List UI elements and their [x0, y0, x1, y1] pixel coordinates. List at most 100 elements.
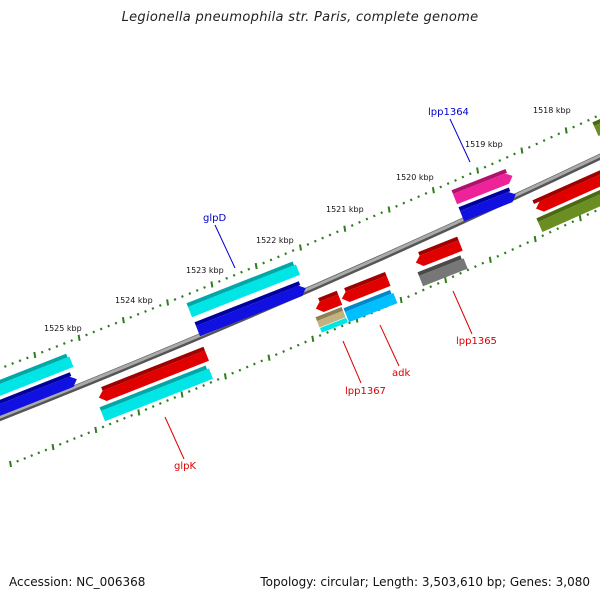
gene-label-glpk[interactable]: glpK [174, 461, 196, 472]
scale-label: 1518 kbp [533, 106, 571, 115]
minor-tick [238, 368, 242, 372]
minor-tick [70, 339, 74, 343]
gene-feature[interactable] [532, 167, 600, 214]
minor-tick [474, 265, 477, 269]
minor-tick [527, 145, 531, 149]
minor-tick [114, 321, 118, 325]
major-tick [311, 335, 315, 342]
minor-tick [181, 295, 184, 298]
gene-label-glpd[interactable]: glpD [203, 213, 226, 224]
gene-feature[interactable] [194, 280, 308, 337]
minor-tick [407, 295, 410, 299]
gene-label-lpp1364[interactable]: lpp1364 [428, 107, 469, 118]
major-tick [210, 281, 214, 288]
scale-label: 1524 kbp [115, 296, 153, 305]
gene-feature[interactable] [99, 365, 213, 422]
minor-tick [26, 356, 29, 360]
gene-label-adk[interactable]: adk [392, 368, 410, 379]
minor-tick [195, 288, 199, 292]
gene-label-lpp1367[interactable]: lpp1367 [345, 386, 386, 397]
minor-tick [173, 396, 177, 399]
minor-tick [80, 434, 83, 438]
minor-tick [130, 413, 133, 417]
minor-tick [65, 440, 69, 443]
minor-tick [461, 175, 465, 179]
minor-tick [217, 279, 221, 283]
minor-tick [187, 390, 191, 393]
gene-feature[interactable] [451, 168, 515, 205]
genome-backbone-highlight [0, 154, 600, 419]
gene-labels: lpp1364 glpD lpp1365 adk lpp1367 glpK [174, 107, 497, 472]
minor-tick [466, 268, 470, 272]
minor-tick [526, 241, 530, 245]
minor-tick [350, 224, 354, 227]
minor-tick [203, 285, 206, 289]
gene-feature[interactable] [536, 185, 600, 233]
minor-tick [225, 276, 229, 280]
map-title: Legionella pneumophila str. Paris, compl… [121, 10, 479, 25]
minor-tick [358, 220, 361, 224]
minor-tick [318, 334, 322, 338]
leader-line [164, 416, 185, 460]
minor-tick [99, 327, 103, 331]
leader-line [452, 290, 473, 335]
scale-label: 1525 kbp [44, 324, 82, 333]
minor-tick [173, 298, 177, 301]
minor-tick [496, 254, 500, 258]
gene-feature[interactable] [186, 261, 300, 318]
gene-feature[interactable] [417, 255, 468, 287]
minor-tick [439, 185, 443, 189]
minor-tick [151, 405, 155, 408]
minor-tick [503, 251, 507, 255]
gene-feature[interactable] [0, 353, 74, 397]
minor-tick [483, 165, 487, 169]
major-tick [564, 127, 568, 134]
minor-tick [44, 448, 48, 452]
gene-feature[interactable] [320, 317, 348, 333]
minor-tick [253, 362, 256, 366]
gene-feature[interactable] [313, 290, 343, 314]
minor-tick [58, 442, 62, 446]
minor-tick [481, 261, 485, 265]
minor-tick [296, 343, 300, 347]
major-tick [476, 167, 480, 174]
major-tick [121, 317, 125, 324]
major-tick [267, 354, 271, 361]
minor-tick [594, 115, 598, 119]
minor-tick [151, 306, 155, 310]
leader-line [214, 224, 236, 269]
gene-feature[interactable] [413, 236, 463, 269]
minor-tick [87, 431, 91, 435]
minor-tick [166, 399, 169, 402]
minor-tick [247, 267, 251, 271]
minor-tick [245, 365, 249, 369]
minor-tick [202, 384, 205, 387]
minor-tick [115, 419, 119, 423]
major-tick [343, 225, 347, 232]
minor-tick [380, 211, 384, 215]
major-tick [180, 391, 184, 398]
minor-tick [16, 459, 19, 463]
gene-feature[interactable] [0, 371, 79, 417]
leader-line [449, 118, 471, 163]
minor-tick [587, 118, 590, 122]
minor-tick [216, 377, 220, 381]
scale-label: 1522 kbp [256, 236, 294, 245]
minor-tick [421, 288, 425, 292]
gene-feature[interactable] [96, 346, 209, 403]
gene-label-lpp1365[interactable]: lpp1365 [456, 336, 497, 347]
minor-tick [232, 273, 236, 277]
gene-feature[interactable] [315, 307, 346, 328]
gene-feature[interactable] [458, 186, 518, 222]
minor-tick [195, 387, 198, 390]
minor-tick [548, 230, 552, 234]
scale-ticks-outer [3, 115, 598, 368]
forward-strand-genes [0, 114, 600, 417]
major-tick [137, 409, 141, 416]
gene-feature[interactable] [339, 271, 391, 304]
minor-tick [326, 330, 329, 334]
gene-feature[interactable] [343, 289, 398, 323]
minor-tick [260, 359, 264, 363]
major-tick [520, 147, 524, 154]
reverse-strand-genes [96, 236, 468, 422]
